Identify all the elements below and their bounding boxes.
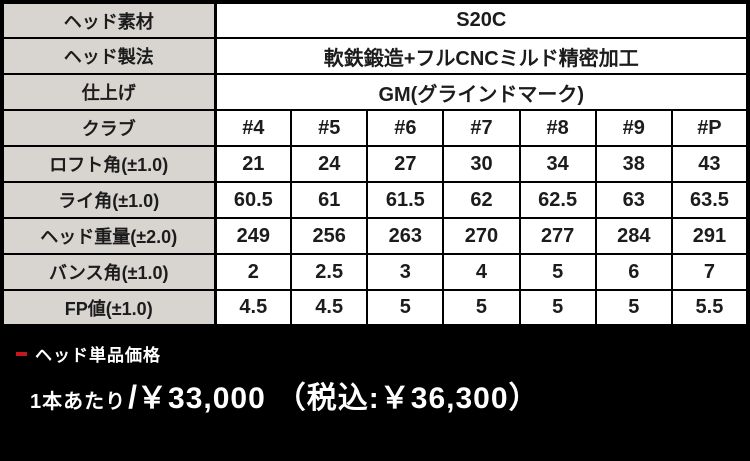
bounce-cell: 7: [670, 253, 750, 291]
lie-cell: 60.5: [213, 181, 293, 219]
table-row-finish: 仕上げ GM(グラインドマーク): [1, 73, 749, 111]
bounce-cell: 2: [213, 253, 293, 291]
weight-cell: 277: [518, 217, 597, 255]
per-unit-label: 1本あたり: [30, 391, 127, 413]
club-cell: #7: [442, 109, 521, 147]
lie-cell: 63.5: [670, 181, 750, 219]
club-cell: #9: [594, 109, 673, 147]
price-amount: ￥33,000: [137, 382, 266, 415]
lie-cell: 61.5: [366, 181, 445, 219]
loft-cell: 27: [366, 145, 445, 183]
weight-cell: 249: [213, 217, 293, 255]
price-tax-note: （税込:￥36,300）: [275, 382, 540, 415]
loft-cell: 30: [442, 145, 521, 183]
price-heading: ヘッド単品価格: [16, 341, 750, 366]
fp-cell: 4.5: [290, 289, 369, 327]
table-row-bounce: バンス角(±1.0) 2 2.5 3 4 5 6 7: [1, 253, 750, 291]
bounce-cell: 5: [518, 253, 597, 291]
value-head-process: 軟鉄鍛造+フルCNCミルド精密加工: [214, 37, 749, 75]
table-row-lie: ライ角(±1.0) 60.5 61 61.5 62 62.5 63 63.5: [1, 181, 750, 219]
bounce-cell: 3: [366, 253, 445, 291]
table-row-loft: ロフト角(±1.0) 21 24 27 30 34 38 43: [1, 145, 750, 183]
weight-cell: 291: [670, 217, 750, 255]
bounce-cell: 2.5: [290, 253, 369, 291]
club-cell: #6: [366, 109, 445, 147]
club-cell: #P: [670, 109, 750, 147]
loft-cell: 43: [670, 145, 750, 183]
row-label-bounce: バンス角(±1.0): [1, 253, 217, 291]
weight-cell: 256: [290, 217, 369, 255]
club-cell: #5: [290, 109, 369, 147]
table-row-fp: FP値(±1.0) 4.5 4.5 5 5 5 5 5.5: [1, 289, 750, 327]
club-cell: #4: [213, 109, 293, 147]
table-row-head-material: ヘッド素材 S20C: [1, 1, 749, 39]
red-dash-icon: [16, 351, 27, 356]
loft-cell: 38: [594, 145, 673, 183]
weight-cell: 284: [594, 217, 673, 255]
row-label-lie: ライ角(±1.0): [1, 181, 217, 219]
table-row-head-weight: ヘッド重量(±2.0) 249 256 263 270 277 284 291: [1, 217, 750, 255]
bounce-cell: 6: [594, 253, 673, 291]
weight-cell: 263: [366, 217, 445, 255]
club-cell: #8: [518, 109, 597, 147]
loft-cell: 24: [290, 145, 369, 183]
club-spec-table: ヘッド素材 S20C ヘッド製法 軟鉄鍛造+フルCNCミルド精密加工 仕上げ G…: [0, 0, 750, 328]
weight-cell: 270: [442, 217, 521, 255]
price-separator: /: [128, 379, 138, 415]
lie-cell: 62: [442, 181, 521, 219]
row-label-head-weight: ヘッド重量(±2.0): [1, 217, 217, 255]
fp-cell: 5: [442, 289, 521, 327]
bounce-cell: 4: [442, 253, 521, 291]
value-finish: GM(グラインドマーク): [214, 73, 749, 111]
row-label-head-process: ヘッド製法: [1, 37, 217, 75]
loft-cell: 21: [213, 145, 293, 183]
fp-cell: 5: [594, 289, 673, 327]
price-band: ヘッド単品価格 1本あたり / ￥33,000 （税込:￥36,300）: [0, 328, 750, 425]
fp-cell: 5: [518, 289, 597, 327]
row-label-loft: ロフト角(±1.0): [1, 145, 217, 183]
price-heading-label: ヘッド単品価格: [35, 346, 161, 365]
fp-cell: 5: [366, 289, 445, 327]
row-label-head-material: ヘッド素材: [1, 1, 217, 39]
lie-cell: 63: [594, 181, 673, 219]
row-label-fp: FP値(±1.0): [1, 289, 217, 327]
fp-cell: 5.5: [670, 289, 750, 327]
value-head-material: S20C: [214, 1, 749, 39]
row-label-club: クラブ: [1, 109, 217, 147]
price-line: 1本あたり / ￥33,000 （税込:￥36,300）: [30, 373, 750, 417]
table-row-club: クラブ #4 #5 #6 #7 #8 #9 #P: [1, 109, 750, 147]
row-label-finish: 仕上げ: [1, 73, 217, 111]
table-row-head-process: ヘッド製法 軟鉄鍛造+フルCNCミルド精密加工: [1, 37, 749, 75]
loft-cell: 34: [518, 145, 597, 183]
lie-cell: 61: [290, 181, 369, 219]
fp-cell: 4.5: [213, 289, 293, 327]
lie-cell: 62.5: [518, 181, 597, 219]
